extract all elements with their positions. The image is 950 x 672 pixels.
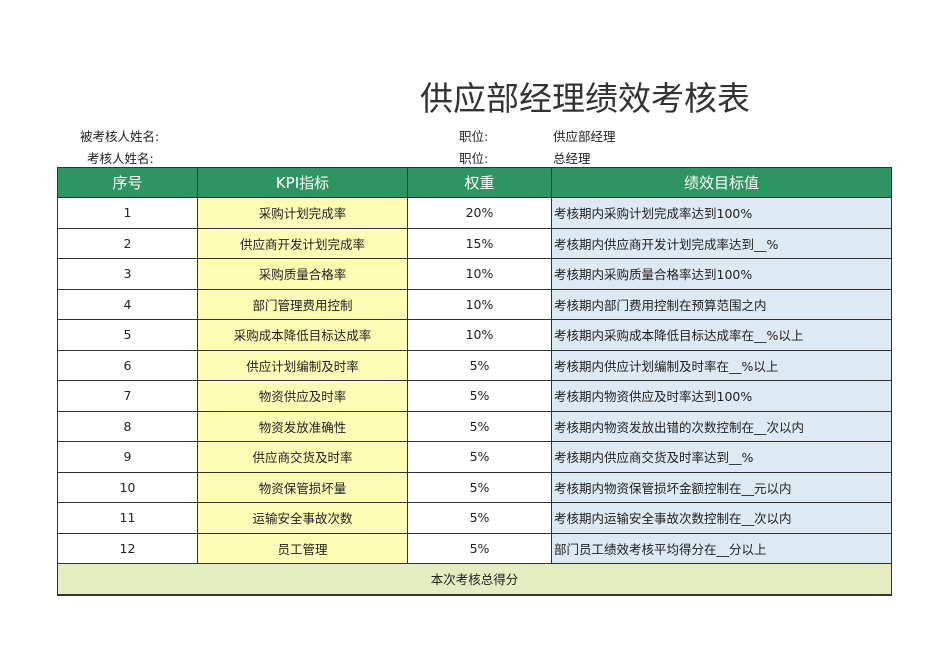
cell-kpi[interactable]: 物资保管损坏量 [197,471,408,503]
page-title: 供应部经理绩效考核表 [420,79,750,118]
header-kpi: KPI指标 [197,167,408,198]
table-row: 7 物资供应及时率 5% 考核期内物资供应及时率达到100% [57,380,892,412]
total-score-label[interactable]: 本次考核总得分 [57,563,892,596]
cell-target[interactable]: 考核期内供应商开发计划完成率达到__% [551,227,892,259]
header-weight: 权重 [407,167,552,198]
cell-weight[interactable]: 5% [407,380,552,412]
cell-kpi[interactable]: 部门管理费用控制 [197,288,408,320]
table-row: 5 采购成本降低目标达成率 10% 考核期内采购成本降低目标达成率在__%以上 [57,319,892,351]
cell-no[interactable]: 9 [57,441,198,473]
cell-no[interactable]: 5 [57,319,198,351]
assessor-position-label: 职位: [459,151,489,166]
cell-no[interactable]: 7 [57,380,198,412]
cell-no[interactable]: 11 [57,502,198,534]
cell-kpi[interactable]: 采购质量合格率 [197,258,408,290]
assessee-name-label: 被考核人姓名: [80,129,160,144]
cell-kpi[interactable]: 运输安全事故次数 [197,502,408,534]
cell-no[interactable]: 6 [57,349,198,381]
table-row: 4 部门管理费用控制 10% 考核期内部门费用控制在预算范围之内 [57,288,892,320]
cell-no[interactable]: 10 [57,471,198,503]
cell-weight[interactable]: 5% [407,349,552,381]
assessee-position-value: 供应部经理 [553,129,616,144]
cell-target[interactable]: 考核期内供应商交货及时率达到__% [551,441,892,473]
table-row: 2 供应商开发计划完成率 15% 考核期内供应商开发计划完成率达到__% [57,227,892,259]
cell-target[interactable]: 考核期内供应计划编制及时率在__%以上 [551,349,892,381]
cell-kpi[interactable]: 员工管理 [197,532,408,564]
cell-weight[interactable]: 5% [407,441,552,473]
cell-target[interactable]: 考核期内采购计划完成率达到100% [551,197,892,229]
cell-kpi[interactable]: 供应商开发计划完成率 [197,227,408,259]
table-row: 1 采购计划完成率 20% 考核期内采购计划完成率达到100% [57,197,892,229]
table-row: 3 采购质量合格率 10% 考核期内采购质量合格率达到100% [57,258,892,290]
cell-target[interactable]: 考核期内物资保管损坏金额控制在__元以内 [551,471,892,503]
table-row: 11 运输安全事故次数 5% 考核期内运输安全事故次数控制在__次以内 [57,502,892,534]
cell-kpi[interactable]: 供应商交货及时率 [197,441,408,473]
cell-weight[interactable]: 10% [407,319,552,351]
table-row: 10 物资保管损坏量 5% 考核期内物资保管损坏金额控制在__元以内 [57,471,892,503]
cell-weight[interactable]: 10% [407,288,552,320]
cell-target[interactable]: 考核期内部门费用控制在预算范围之内 [551,288,892,320]
assessor-name-label: 考核人姓名: [87,151,154,166]
header-target: 绩效目标值 [551,167,892,198]
total-score-row: 本次考核总得分 [57,563,892,596]
assessor-position-value: 总经理 [553,151,591,166]
cell-weight[interactable]: 5% [407,410,552,442]
assessee-position-label: 职位: [459,129,489,144]
cell-weight[interactable]: 5% [407,471,552,503]
cell-no[interactable]: 3 [57,258,198,290]
cell-no[interactable]: 12 [57,532,198,564]
cell-kpi[interactable]: 供应计划编制及时率 [197,349,408,381]
cell-kpi[interactable]: 采购计划完成率 [197,197,408,229]
cell-target[interactable]: 考核期内物资发放出错的次数控制在__次以内 [551,410,892,442]
cell-no[interactable]: 2 [57,227,198,259]
cell-kpi[interactable]: 物资供应及时率 [197,380,408,412]
table-row: 6 供应计划编制及时率 5% 考核期内供应计划编制及时率在__%以上 [57,349,892,381]
cell-weight[interactable]: 5% [407,532,552,564]
table-row: 12 员工管理 5% 部门员工绩效考核平均得分在__分以上 [57,532,892,564]
cell-weight[interactable]: 20% [407,197,552,229]
cell-weight[interactable]: 5% [407,502,552,534]
header-no: 序号 [57,167,198,198]
cell-target[interactable]: 考核期内运输安全事故次数控制在__次以内 [551,502,892,534]
table-header-row: 序号 KPI指标 权重 绩效目标值 [57,167,892,198]
cell-weight[interactable]: 15% [407,227,552,259]
cell-weight[interactable]: 10% [407,258,552,290]
cell-kpi[interactable]: 采购成本降低目标达成率 [197,319,408,351]
cell-target[interactable]: 考核期内采购成本降低目标达成率在__%以上 [551,319,892,351]
table-row: 9 供应商交货及时率 5% 考核期内供应商交货及时率达到__% [57,441,892,473]
table-row: 8 物资发放准确性 5% 考核期内物资发放出错的次数控制在__次以内 [57,410,892,442]
cell-no[interactable]: 1 [57,197,198,229]
cell-no[interactable]: 4 [57,288,198,320]
kpi-table: 序号 KPI指标 权重 绩效目标值 1 采购计划完成率 20% 考核期内采购计划… [57,167,892,596]
cell-kpi[interactable]: 物资发放准确性 [197,410,408,442]
cell-target[interactable]: 考核期内物资供应及时率达到100% [551,380,892,412]
cell-no[interactable]: 8 [57,410,198,442]
cell-target[interactable]: 部门员工绩效考核平均得分在__分以上 [551,532,892,564]
cell-target[interactable]: 考核期内采购质量合格率达到100% [551,258,892,290]
